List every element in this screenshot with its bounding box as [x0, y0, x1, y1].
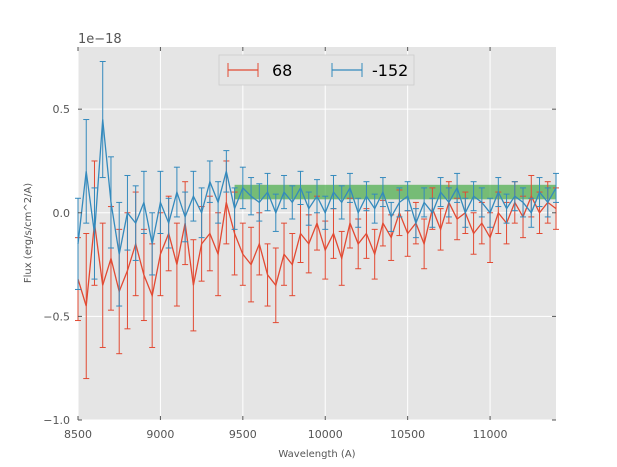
series-line: [77, 194, 557, 307]
uncertainty-band: [234, 184, 556, 200]
x-tick-label: 11000: [473, 428, 508, 441]
legend-entry-68: 68: [227, 61, 292, 80]
x-tick-label: 10500: [390, 428, 425, 441]
x-tick-label: 9500: [229, 428, 257, 441]
tick-labels: 8500 9000 9500 10000 10500 11000 −1.0 −0.5 0.0 0.…: [43, 103, 507, 441]
x-tick-label: 10000: [308, 428, 343, 441]
ticks: [77, 47, 556, 421]
y-tick-label: −0.5: [43, 310, 70, 323]
legend-entry-152: -152: [331, 61, 408, 80]
x-tick-label: 9000: [146, 428, 174, 441]
legend-label-152: -152: [372, 61, 408, 80]
y-axis-label: Flux (erg/s/cm^2/A): [23, 183, 34, 283]
offset-label: 1e−18: [78, 32, 122, 47]
legend-marker-68: [227, 63, 259, 77]
y-tick-label: 0.5: [53, 103, 71, 116]
series-152: [75, 61, 559, 307]
band-layer: [234, 184, 556, 200]
legend-label-68: 68: [272, 61, 292, 80]
y-tick-label: −1.0: [43, 414, 70, 427]
series-layer: [75, 61, 559, 380]
x-axis-label: Wavelength (A): [278, 449, 355, 460]
series-line: [77, 119, 557, 255]
y-tick-label: 0.0: [53, 207, 71, 220]
x-tick-label: 8500: [64, 428, 92, 441]
legend-marker-152: [331, 63, 363, 77]
legend: 68 -152: [218, 54, 415, 86]
